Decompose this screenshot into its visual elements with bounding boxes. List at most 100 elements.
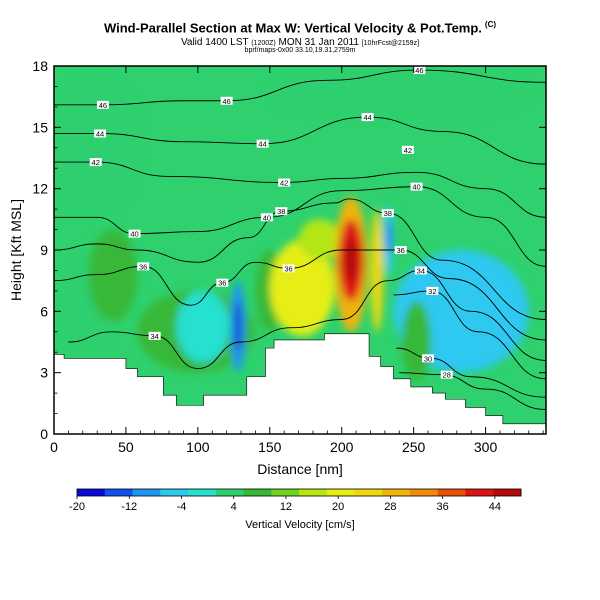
x-tick-label: 50	[118, 439, 134, 455]
y-tick-label: 9	[40, 242, 48, 258]
isentrope-label-44: 44	[256, 139, 269, 149]
source-line: bprf/maps-0x00 33.10,19.31,2759m	[244, 47, 356, 54]
colorbar-swatch	[132, 489, 161, 496]
svg-text:46: 46	[222, 97, 230, 106]
x-tick-label: 300	[474, 439, 498, 455]
svg-text:44: 44	[363, 113, 371, 122]
velocity-cell-1	[88, 229, 138, 322]
velocity-cell-13	[370, 209, 384, 332]
colorbar-swatch	[271, 489, 300, 496]
svg-text:30: 30	[424, 354, 432, 363]
valid-prefix: Valid 1400 LST	[180, 37, 249, 48]
isentrope-44	[54, 116, 546, 165]
y-tick-label: 3	[40, 365, 48, 381]
isentrope-28	[399, 372, 546, 410]
velocity-cell-9	[298, 219, 342, 261]
svg-text:44: 44	[258, 140, 266, 149]
x-tick-label: 250	[402, 439, 426, 455]
isentrope-label-38: 38	[381, 209, 394, 218]
x-tick-label: 0	[50, 439, 58, 455]
copyright-mark: (C)	[484, 20, 497, 29]
colorbar-swatch	[410, 489, 439, 496]
isentrope-label-40: 40	[260, 213, 273, 222]
isentrope-42	[54, 161, 546, 218]
colorbar-tick-label: -20	[69, 501, 85, 513]
colorbar-swatch	[465, 489, 494, 496]
svg-text:40: 40	[412, 183, 420, 192]
isentrope-label-46: 46	[220, 96, 233, 106]
x-tick-label: 150	[258, 439, 282, 455]
colorbar-tick-label: 20	[332, 501, 344, 513]
velocity-cell-6	[235, 301, 242, 353]
svg-text:46: 46	[99, 101, 107, 110]
isentrope-30	[396, 347, 546, 398]
colorbar-tick-label: 36	[437, 501, 449, 513]
colorbar-frame	[76, 488, 522, 497]
colorbar-tick-label: -12	[121, 501, 137, 513]
chart-title: Wind-Parallel Section at Max W: Vertical…	[0, 20, 600, 35]
colorbar-tick-label: -4	[177, 501, 187, 513]
velocity-cell-4	[176, 290, 230, 363]
y-tick-label: 15	[32, 119, 48, 135]
velocity-cell-17	[402, 301, 431, 381]
valid-date: MON 31 Jan 2011	[278, 37, 359, 48]
isentrope-46	[54, 69, 546, 106]
colorbar-swatch	[104, 489, 133, 496]
isentrope-label-34: 34	[414, 266, 427, 275]
isentrope-label-34: 34	[148, 331, 161, 341]
valid-time: Valid 1400 LST (1200Z) MON 31 Jan 2011 […	[0, 37, 600, 48]
isentrope-label-36: 36	[282, 264, 295, 273]
terrain-profile	[54, 333, 546, 434]
x-tick-label: 200	[330, 439, 354, 455]
colorbar-swatch	[382, 489, 411, 496]
colorbar-tick-label: 4	[231, 501, 237, 513]
isentrope-label-40: 40	[128, 229, 141, 239]
svg-text:46: 46	[415, 66, 423, 75]
colorbar-swatch	[188, 489, 217, 496]
colorbar-swatch	[243, 489, 272, 496]
isentrope-label-44: 44	[361, 113, 374, 122]
y-axis-label: Height [Kft MSL]	[8, 199, 24, 301]
isentrope-label-46: 46	[96, 100, 109, 110]
colorbar-tick-label: 12	[280, 501, 292, 513]
svg-text:38: 38	[384, 209, 392, 218]
colorbar-swatch	[493, 489, 522, 496]
velocity-cell-15	[387, 221, 392, 255]
colorbar-swatch	[299, 489, 328, 496]
svg-text:38: 38	[277, 207, 285, 216]
isentrope-labels: 46 46 44 42 44 42 46 44 42 40 40 40 38 38 36 36 36 36 34 34…	[89, 66, 453, 380]
svg-text:36: 36	[139, 262, 147, 271]
colorbar-swatch	[326, 489, 355, 496]
isentrope-label-44: 44	[94, 129, 107, 138]
velocity-cell-12	[344, 239, 358, 281]
isentrope-label-32: 32	[426, 286, 439, 296]
colorbar-swatch	[215, 489, 244, 496]
colorbar-swatch	[160, 489, 189, 496]
colorbar-swatch	[437, 489, 466, 496]
isentrope-label-36: 36	[216, 278, 229, 288]
isentrope-label-42: 42	[89, 158, 102, 167]
isentrope-label-30: 30	[422, 354, 435, 363]
svg-text:40: 40	[130, 230, 138, 239]
y-tick-label: 12	[32, 181, 48, 197]
y-tick-label: 18	[32, 58, 48, 74]
svg-text:34: 34	[417, 266, 425, 275]
colorbar-tick-label: 44	[489, 501, 501, 513]
y-tick-label: 6	[40, 303, 48, 319]
velocity-cell-18	[269, 70, 529, 118]
svg-text:44: 44	[96, 129, 104, 138]
isentrope-36	[54, 249, 546, 341]
x-tick-label: 100	[186, 439, 210, 455]
isentrope-38	[54, 198, 546, 320]
svg-text:40: 40	[263, 213, 271, 222]
svg-text:28: 28	[443, 371, 451, 380]
isentrope-label-36: 36	[394, 246, 407, 255]
colorbar-tick-label: 28	[384, 501, 396, 513]
valid-suffix: [10hrFcst@2159z]	[361, 40, 420, 47]
svg-text:42: 42	[92, 158, 100, 167]
velocity-cell-8	[269, 239, 335, 336]
svg-text:36: 36	[284, 264, 292, 273]
colorbar: -20 -12 -4 4 12 20 28 36 44	[69, 488, 522, 513]
